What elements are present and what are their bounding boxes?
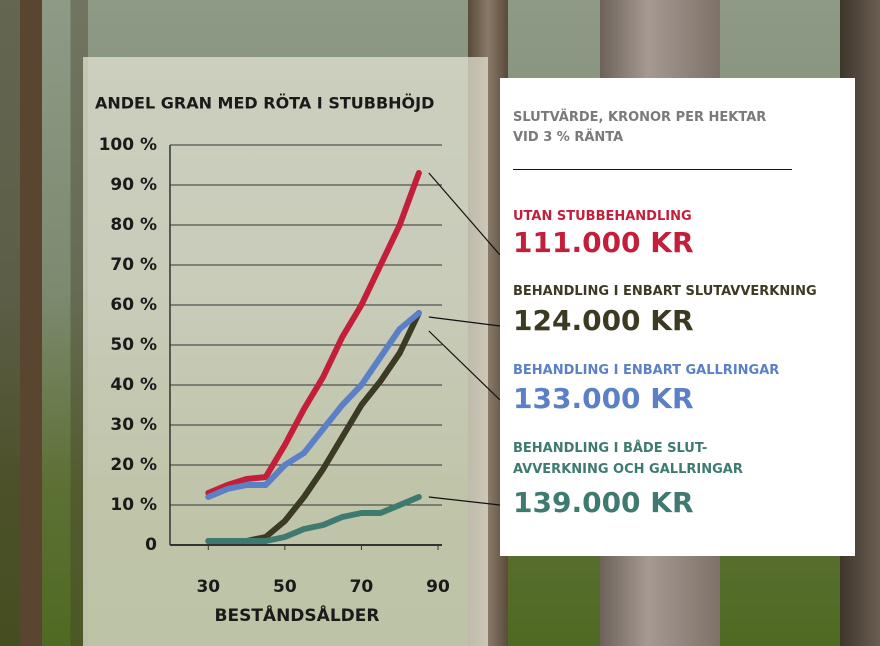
panel-title-line: VID 3 % RÄNTA: [513, 130, 624, 145]
y-tick-label: 30 %: [110, 415, 157, 435]
legend-label: BEHANDLING I ENBART GALLRINGAR: [513, 363, 780, 378]
y-tick-label: 60 %: [110, 295, 157, 315]
y-tick-label: 40 %: [110, 375, 157, 395]
x-tick-label: 90: [426, 577, 450, 597]
divider: [513, 169, 792, 170]
legend-label: UTAN STUBBEHANDLING: [513, 209, 692, 224]
legend-label: BEHANDLING I BÅDE SLUT- AVVERKNING OCH G…: [513, 441, 743, 477]
results-panel: SLUTVÄRDE, KRONOR PER HEKTAR VID 3 % RÄN…: [500, 78, 855, 556]
connector: [428, 330, 501, 401]
connector: [428, 172, 501, 256]
chart-title: ANDEL GRAN MED RÖTA I STUBBHÖJD: [95, 94, 434, 113]
x-tick-label: 30: [196, 577, 220, 597]
y-tick-label: 0: [145, 535, 157, 555]
y-tick-label: 20 %: [110, 455, 157, 475]
y-tick-label: 80 %: [110, 215, 157, 235]
y-tick-label: 90 %: [110, 175, 157, 195]
connector: [428, 316, 501, 327]
x-axis-label: BESTÅNDSÅLDER: [215, 603, 380, 626]
panel-title-line: SLUTVÄRDE, KRONOR PER HEKTAR: [513, 110, 767, 125]
connector: [428, 496, 501, 506]
y-tick-label: 50 %: [110, 335, 157, 355]
y-tick-label: 100 %: [99, 135, 157, 155]
x-tick-label: 70: [350, 577, 374, 597]
legend-label: BEHANDLING I ENBART SLUTAVVERKNING: [513, 284, 817, 299]
result-value: 133.000 KR: [513, 382, 694, 415]
result-value: 139.000 KR: [513, 486, 694, 519]
series-line: [205, 310, 422, 500]
series-line: [205, 170, 422, 496]
x-tick-label: 50: [273, 577, 297, 597]
panel-title: SLUTVÄRDE, KRONOR PER HEKTAR VID 3 % RÄN…: [513, 108, 766, 148]
chart-backdrop: [83, 57, 488, 646]
y-tick-label: 10 %: [110, 495, 157, 515]
result-value: 111.000 KR: [513, 226, 694, 259]
y-tick-label: 70 %: [110, 255, 157, 275]
series-line: [205, 494, 422, 544]
result-value: 124.000 KR: [513, 304, 694, 337]
tree-trunk: [20, 0, 42, 646]
